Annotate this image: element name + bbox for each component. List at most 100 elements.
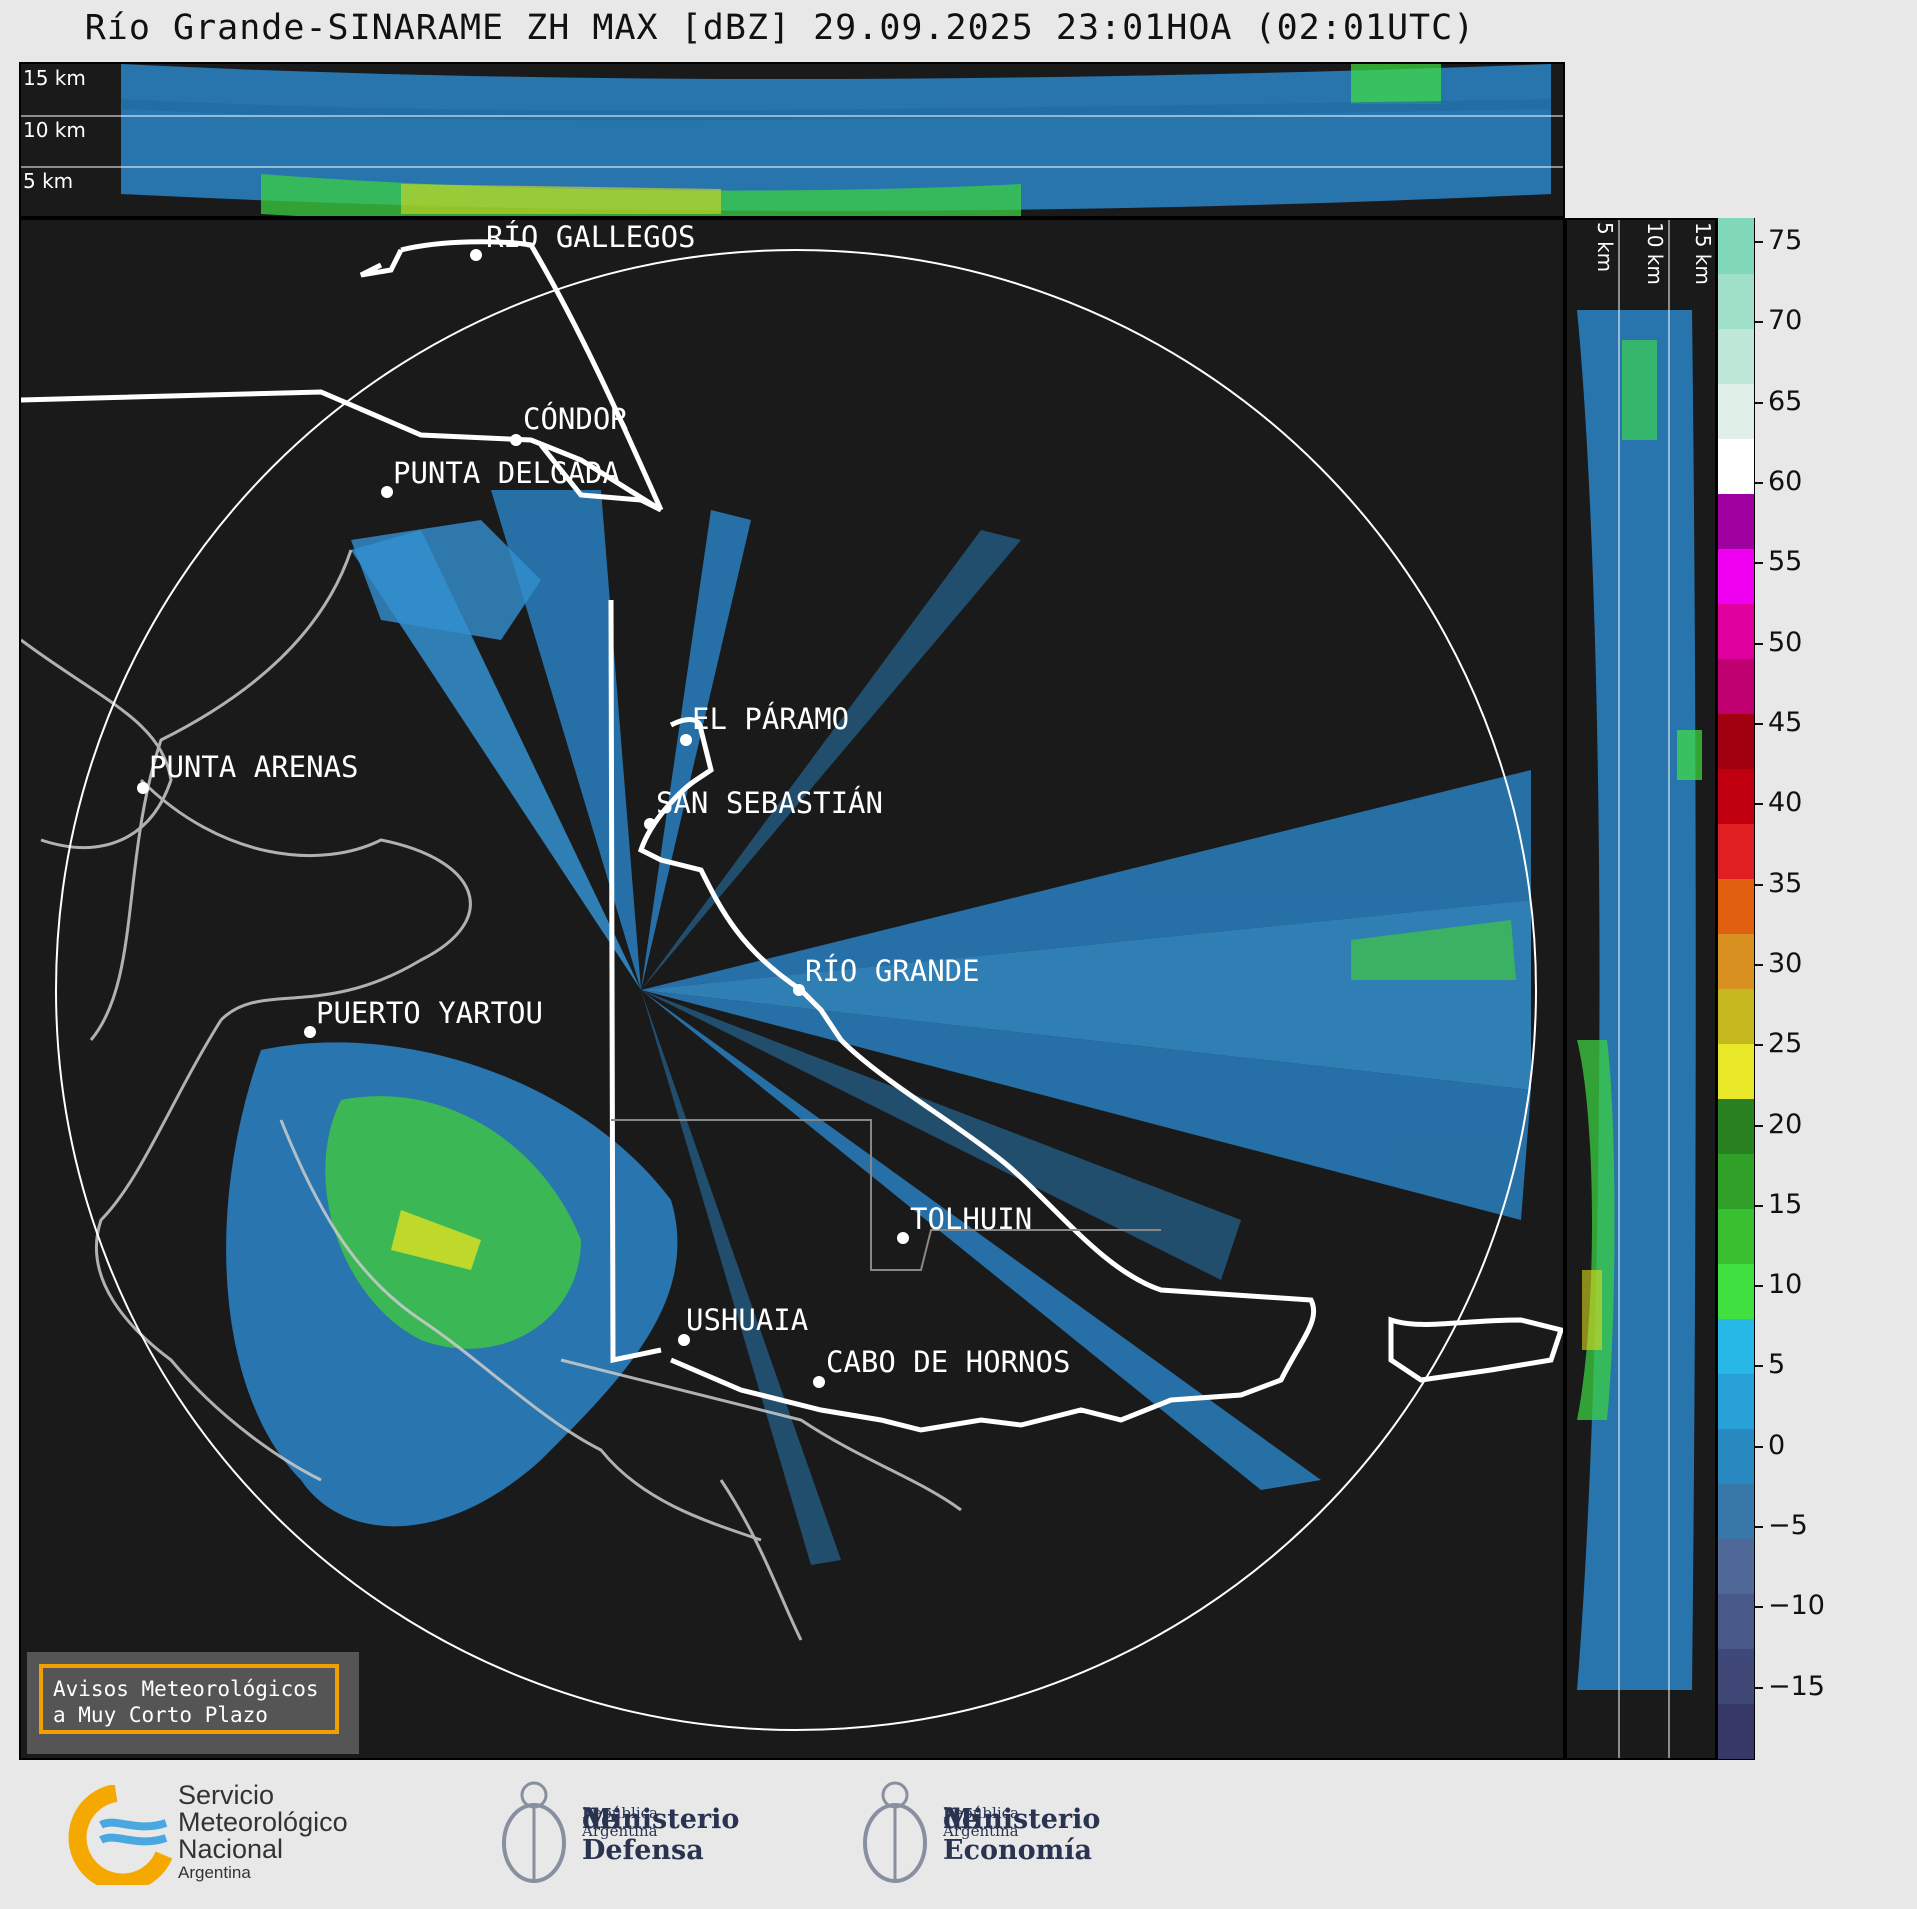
warning-line-2: a Muy Corto Plazo: [53, 1703, 268, 1727]
city-dot: [793, 984, 805, 996]
colorbar-tick-label: 75: [1768, 225, 1803, 257]
city-dot: [680, 734, 692, 746]
colorbar-tick-mark: [1755, 1204, 1763, 1207]
colorbar-tick-mark: [1755, 803, 1763, 806]
smn-line-4: Argentina: [178, 1863, 251, 1882]
height-label-10km: 10 km: [23, 118, 86, 142]
colorbar-segment: [1718, 383, 1754, 439]
colorbar-segment: [1718, 713, 1754, 769]
colorbar-tick-label: 35: [1768, 867, 1803, 899]
colorbar-tick-label: 50: [1768, 626, 1803, 658]
warning-line-1: Avisos Meteorológicos: [53, 1677, 319, 1701]
economia-seal: [855, 1773, 935, 1897]
colorbar-tick-mark: [1755, 1526, 1763, 1529]
city-label-tolhuin: TOLHUIN: [910, 1202, 1033, 1236]
top-height-profile: 15 km 10 km 5 km: [19, 62, 1565, 218]
dbz-colorbar: [1717, 218, 1755, 1760]
colorbar-segment: [1718, 273, 1754, 329]
colorbar-tick-label: 40: [1768, 787, 1803, 819]
colorbar-segment: [1718, 1538, 1754, 1594]
city-label-punta-arenas: PUNTA ARENAS: [149, 750, 359, 784]
smn-logo-icon: [68, 1784, 173, 1892]
smn-line-2: Meteorológico: [178, 1807, 348, 1837]
colorbar-tick-mark: [1755, 482, 1763, 485]
colorbar-segment: [1718, 493, 1754, 549]
colorbar-tick-label: 65: [1768, 385, 1803, 417]
echo-rays: [351, 490, 1531, 1565]
colorbar-tick-label: 60: [1768, 466, 1803, 498]
province-boundary: [611, 1119, 1161, 1271]
city-label-punta-delgada: PUNTA DELGADA: [393, 456, 620, 490]
height-label-10km-side: 10 km: [1643, 222, 1667, 285]
colorbar-tick-mark: [1755, 1285, 1763, 1288]
colorbar-segment: [1718, 1098, 1754, 1154]
radar-map-svg: [21, 239, 1563, 1731]
city-label-el-paramo: EL PÁRAMO: [692, 702, 850, 736]
colorbar-segment: [1718, 1208, 1754, 1264]
colorbar-tick-mark: [1755, 883, 1763, 886]
colorbar-tick-mark: [1755, 722, 1763, 725]
colorbar-tick-label: 0: [1768, 1429, 1786, 1461]
colorbar-tick-mark: [1755, 963, 1763, 966]
height-label-5km-side: 5 km: [1593, 222, 1617, 273]
colorbar-tick-mark: [1755, 321, 1763, 324]
borders: [21, 239, 1563, 1433]
colorbar-tick-label: 10: [1768, 1269, 1803, 1301]
city-dot: [137, 782, 149, 794]
colorbar-tick-label: 5: [1768, 1349, 1786, 1381]
defensa-line-3: República Argentina: [582, 1804, 658, 1840]
city-dot: [644, 818, 656, 830]
colorbar-segment: [1718, 548, 1754, 604]
colorbar-segment: [1718, 218, 1754, 274]
height-label-15km-side: 15 km: [1691, 222, 1715, 285]
colorbar-tick-mark: [1755, 1686, 1763, 1689]
echo-southwest-area: [226, 520, 1516, 1527]
height-label-15km: 15 km: [23, 66, 86, 90]
city-label-condor: CÓNDOR: [523, 402, 628, 436]
colorbar-tick-mark: [1755, 401, 1763, 404]
city-dot: [897, 1232, 909, 1244]
colorbar-segment: [1718, 1648, 1754, 1704]
colorbar-tick-label: 45: [1768, 706, 1803, 738]
colorbar-tick-mark: [1755, 1606, 1763, 1609]
colorbar-segment: [1718, 1318, 1754, 1374]
colorbar-segment: [1718, 1263, 1754, 1319]
smn-text: Servicio Meteorológico Nacional Argentin…: [178, 1782, 348, 1883]
defensa-line-1: Ministerio: [582, 1804, 740, 1835]
colorbar-segment: [1718, 1593, 1754, 1649]
colorbar-segment: [1718, 1153, 1754, 1209]
colorbar-tick-label: 30: [1768, 947, 1803, 979]
smn-line-1: Servicio: [178, 1780, 275, 1810]
argentina-seal-icon: [502, 1781, 566, 1883]
colorbar-segment: [1718, 438, 1754, 494]
colorbar-segment: [1718, 603, 1754, 659]
colorbar-tick-mark: [1755, 1445, 1763, 1448]
colorbar-tick-mark: [1755, 1124, 1763, 1127]
city-dot: [678, 1334, 690, 1346]
colorbar-tick-label: 25: [1768, 1028, 1803, 1060]
coastlines: [21, 549, 962, 1641]
side-profile-echoes: [1577, 220, 1702, 1758]
colorbar-tick-label: 15: [1768, 1188, 1803, 1220]
city-label-cabo-de-hornos: CABO DE HORNOS: [826, 1345, 1071, 1379]
colorbar-tick-mark: [1755, 562, 1763, 565]
colorbar-tick-mark: [1755, 1365, 1763, 1368]
colorbar-tick-label: −10: [1768, 1590, 1825, 1622]
top-profile-echoes: [21, 64, 1563, 216]
colorbar-tick-label: −5: [1768, 1510, 1808, 1542]
colorbar-segment: [1718, 823, 1754, 879]
city-dot: [304, 1026, 316, 1038]
radar-map: RÍO GALLEGOS CÓNDOR PUNTA DELGADA EL PÁR…: [19, 218, 1565, 1760]
city-markers: [137, 249, 909, 1388]
defensa-seal: [494, 1773, 574, 1897]
economia-line-2: de Economía: [943, 1804, 1092, 1866]
colorbar-segment: [1718, 1483, 1754, 1539]
chart-title: Río Grande-SINARAME ZH MAX [dBZ] 29.09.2…: [84, 8, 1476, 48]
range-ring: [55, 249, 1537, 1731]
colorbar-segment: [1718, 1703, 1754, 1759]
economia-line-1: Ministerio: [943, 1804, 1101, 1835]
smn-line-3: Nacional: [178, 1834, 284, 1864]
defensa-line-2: de Defensa: [582, 1804, 704, 1866]
side-height-profile: 5 km 10 km 15 km: [1565, 218, 1717, 1760]
colorbar-segment: [1718, 328, 1754, 384]
